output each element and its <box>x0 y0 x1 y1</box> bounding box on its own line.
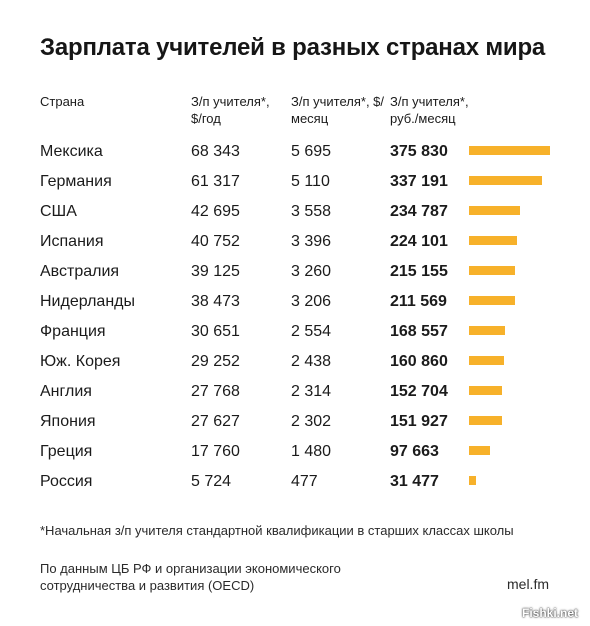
usd-year-cell: 61 317 <box>191 173 240 190</box>
usd-year-cell: 40 752 <box>191 233 240 250</box>
usd-year-cell: 30 651 <box>191 323 240 340</box>
usd-month-cell: 5 110 <box>291 173 330 190</box>
usd-year-cell: 27 768 <box>191 383 240 400</box>
value-bar <box>469 266 515 275</box>
value-bar <box>469 386 502 395</box>
rub-month-cell: 31 477 <box>390 473 439 490</box>
country-cell: Нидерланды <box>40 293 135 310</box>
column-header-country: Страна <box>40 94 85 109</box>
footnote: *Начальная з/п учителя стандартной квали… <box>40 523 514 538</box>
table-row: Нидерланды 38 473 3 206 211 569 <box>0 287 590 317</box>
table-row: Испания 40 752 3 396 224 101 <box>0 227 590 257</box>
rub-month-cell: 337 191 <box>390 173 448 190</box>
table-row: Австралия 39 125 3 260 215 155 <box>0 257 590 287</box>
rub-month-cell: 151 927 <box>390 413 448 430</box>
rub-month-cell: 375 830 <box>390 143 448 160</box>
usd-month-cell: 2 302 <box>291 413 332 430</box>
column-header-rub-month: З/п учителя*, руб./месяц <box>390 94 469 126</box>
country-cell: США <box>40 203 77 220</box>
column-header-usd-month: З/п учителя*, $/месяц <box>291 94 385 126</box>
brand-label: mel.fm <box>507 576 549 592</box>
value-bar <box>469 146 550 155</box>
usd-year-cell: 38 473 <box>191 293 240 310</box>
country-cell: Юж. Корея <box>40 353 121 370</box>
usd-year-cell: 29 252 <box>191 353 240 370</box>
usd-month-cell: 1 480 <box>291 443 332 460</box>
country-cell: Испания <box>40 233 104 250</box>
country-cell: Германия <box>40 173 112 190</box>
usd-year-cell: 39 125 <box>191 263 240 280</box>
rub-month-cell: 234 787 <box>390 203 448 220</box>
table-row: Греция 17 760 1 480 97 663 <box>0 437 590 467</box>
table-row: Юж. Корея 29 252 2 438 160 860 <box>0 347 590 377</box>
rub-month-cell: 97 663 <box>390 443 439 460</box>
usd-year-cell: 17 760 <box>191 443 240 460</box>
usd-month-cell: 3 206 <box>291 293 332 310</box>
source-note: По данным ЦБ РФ и организации экономичес… <box>40 561 341 593</box>
table-row: Мексика 68 343 5 695 375 830 <box>0 137 590 167</box>
country-cell: Россия <box>40 473 93 490</box>
table-row: Россия 5 724 477 31 477 <box>0 467 590 497</box>
watermark: Fishki.net <box>522 606 579 620</box>
country-cell: Австралия <box>40 263 120 280</box>
usd-year-cell: 5 724 <box>191 473 232 490</box>
country-cell: Мексика <box>40 143 103 160</box>
country-cell: Япония <box>40 413 96 430</box>
usd-month-cell: 3 396 <box>291 233 332 250</box>
usd-month-cell: 3 558 <box>291 203 332 220</box>
table-row: Франция 30 651 2 554 168 557 <box>0 317 590 347</box>
table-row: Англия 27 768 2 314 152 704 <box>0 377 590 407</box>
rub-month-cell: 224 101 <box>390 233 448 250</box>
country-cell: Франция <box>40 323 106 340</box>
value-bar <box>469 236 517 245</box>
value-bar <box>469 206 520 215</box>
rub-month-cell: 152 704 <box>390 383 448 400</box>
usd-year-cell: 27 627 <box>191 413 240 430</box>
usd-year-cell: 42 695 <box>191 203 240 220</box>
value-bar <box>469 326 505 335</box>
value-bar <box>469 446 490 455</box>
rub-month-cell: 160 860 <box>390 353 448 370</box>
usd-month-cell: 2 554 <box>291 323 332 340</box>
usd-month-cell: 3 260 <box>291 263 332 280</box>
value-bar <box>469 476 476 485</box>
table-row: Япония 27 627 2 302 151 927 <box>0 407 590 437</box>
country-cell: Англия <box>40 383 92 400</box>
value-bar <box>469 176 542 185</box>
usd-year-cell: 68 343 <box>191 143 240 160</box>
table-body: Мексика 68 343 5 695 375 830 Германия 61 317 5… <box>0 137 590 497</box>
usd-month-cell: 477 <box>291 473 318 490</box>
value-bar <box>469 416 502 425</box>
chart-title: Зарплата учителей в разных странах мира <box>40 34 546 61</box>
column-header-usd-year: З/п учителя*, $/год <box>191 94 270 126</box>
table-row: США 42 695 3 558 234 787 <box>0 197 590 227</box>
rub-month-cell: 211 569 <box>390 293 447 310</box>
value-bar <box>469 296 515 305</box>
usd-month-cell: 2 438 <box>291 353 332 370</box>
usd-month-cell: 5 695 <box>291 143 332 160</box>
rub-month-cell: 215 155 <box>390 263 448 280</box>
value-bar <box>469 356 504 365</box>
rub-month-cell: 168 557 <box>390 323 448 340</box>
table-row: Германия 61 317 5 110 337 191 <box>0 167 590 197</box>
country-cell: Греция <box>40 443 93 460</box>
usd-month-cell: 2 314 <box>291 383 332 400</box>
